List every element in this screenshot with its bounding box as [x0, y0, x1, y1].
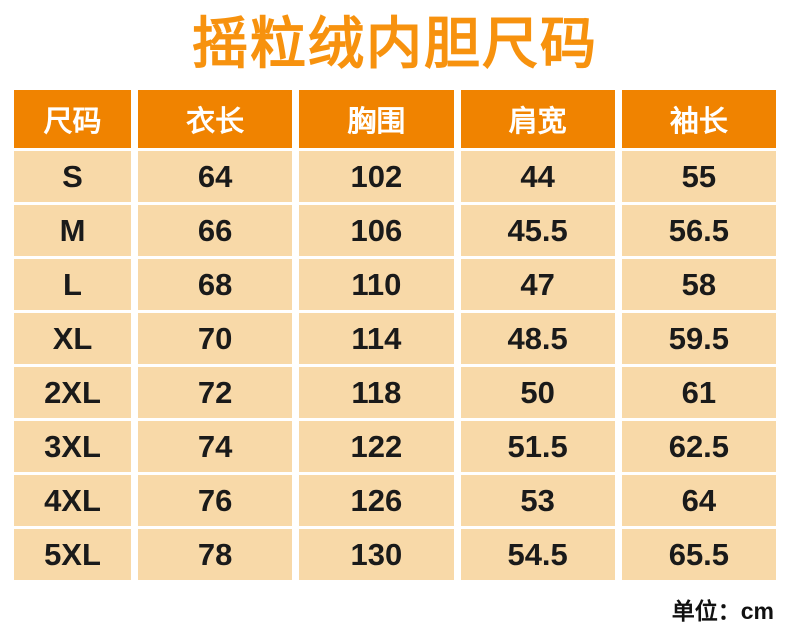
measurement-cell: 66: [138, 205, 293, 256]
measurement-cell: 48.5: [460, 313, 615, 364]
measurement-cell: 130: [299, 529, 454, 580]
size-label-cell: 2XL: [14, 367, 131, 418]
size-label-cell: M: [14, 205, 131, 256]
measurement-cell: 118: [299, 367, 454, 418]
size-label-cell: S: [14, 151, 131, 202]
measurement-cell: 61: [621, 367, 776, 418]
page-title: 摇粒绒内胆尺码: [192, 12, 598, 75]
measurement-cell: 74: [138, 421, 293, 472]
measurement-cell: 126: [299, 475, 454, 526]
measurement-cell: 54.5: [460, 529, 615, 580]
measurement-cell: 114: [299, 313, 454, 364]
measurement-cell: 64: [621, 475, 776, 526]
measurement-cell: 53: [460, 475, 615, 526]
measurement-cell: 51.5: [460, 421, 615, 472]
measurement-cell: 62.5: [621, 421, 776, 472]
size-label-cell: L: [14, 259, 131, 310]
size-label-cell: 5XL: [14, 529, 131, 580]
measurement-cell: 70: [138, 313, 293, 364]
column-header: 胸围: [299, 90, 454, 148]
measurement-cell: 102: [299, 151, 454, 202]
unit-note: 单位：cm: [671, 598, 774, 624]
measurement-cell: 50: [460, 367, 615, 418]
column-header: 衣长: [138, 90, 293, 148]
measurement-cell: 106: [299, 205, 454, 256]
column-header: 袖长: [621, 90, 776, 148]
measurement-cell: 58: [621, 259, 776, 310]
column-header: 尺码: [14, 90, 131, 148]
measurement-cell: 56.5: [621, 205, 776, 256]
measurement-cell: 65.5: [621, 529, 776, 580]
size-label-cell: 3XL: [14, 421, 131, 472]
measurement-cell: 55: [621, 151, 776, 202]
measurement-cell: 72: [138, 367, 293, 418]
measurement-cell: 59.5: [621, 313, 776, 364]
size-label-cell: 4XL: [14, 475, 131, 526]
measurement-cell: 45.5: [460, 205, 615, 256]
measurement-cell: 78: [138, 529, 293, 580]
size-table: 尺码 衣长 胸围 肩宽 袖长 S 64 102 44 55 M 66 106 45.5 56.5 L 68 110…: [14, 90, 776, 580]
measurement-cell: 76: [138, 475, 293, 526]
measurement-cell: 47: [460, 259, 615, 310]
measurement-cell: 64: [138, 151, 293, 202]
column-header: 肩宽: [460, 90, 615, 148]
measurement-cell: 44: [460, 151, 615, 202]
measurement-cell: 110: [299, 259, 454, 310]
size-label-cell: XL: [14, 313, 131, 364]
measurement-cell: 122: [299, 421, 454, 472]
measurement-cell: 68: [138, 259, 293, 310]
